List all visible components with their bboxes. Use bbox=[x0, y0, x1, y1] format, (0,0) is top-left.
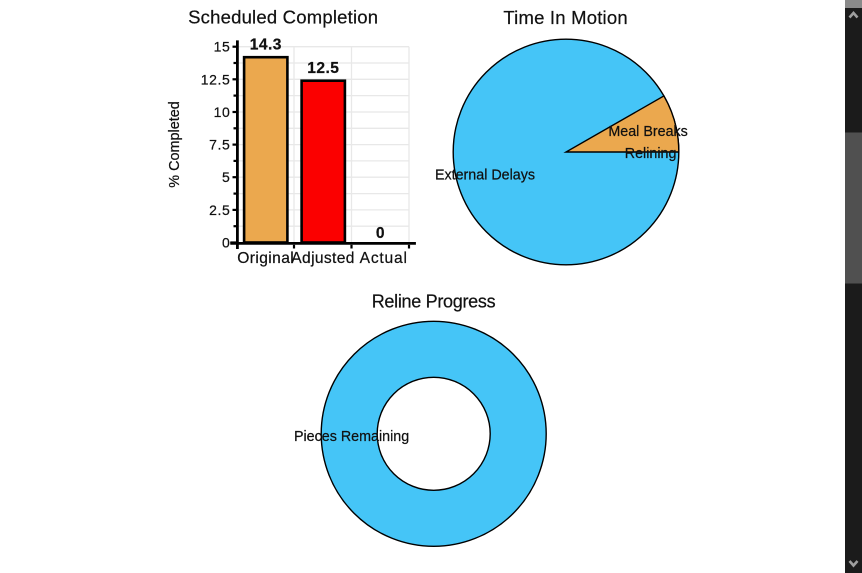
svg-text:Pieces Remaining: Pieces Remaining bbox=[294, 429, 409, 445]
svg-text:15: 15 bbox=[214, 39, 231, 55]
svg-text:Original: Original bbox=[237, 250, 294, 267]
svg-text:Reline Progress: Reline Progress bbox=[372, 292, 496, 312]
svg-text:12.5: 12.5 bbox=[201, 71, 231, 87]
svg-text:0: 0 bbox=[376, 225, 385, 242]
svg-text:Meal Breaks: Meal Breaks bbox=[608, 124, 687, 140]
svg-text:% Completed: % Completed bbox=[167, 101, 183, 187]
svg-text:Scheduled Completion: Scheduled Completion bbox=[188, 6, 378, 27]
svg-text:2.5: 2.5 bbox=[209, 202, 230, 218]
svg-text:7.5: 7.5 bbox=[209, 137, 230, 153]
svg-text:12.5: 12.5 bbox=[307, 60, 339, 77]
svg-text:External Delays: External Delays bbox=[435, 167, 535, 183]
svg-text:10: 10 bbox=[214, 104, 231, 120]
svg-text:Relining: Relining bbox=[625, 146, 677, 162]
svg-text:Time In Motion: Time In Motion bbox=[503, 7, 627, 28]
svg-text:5: 5 bbox=[222, 169, 230, 185]
svg-text:Adjusted: Adjusted bbox=[291, 250, 355, 267]
svg-text:Actual: Actual bbox=[360, 250, 408, 267]
svg-text:14.3: 14.3 bbox=[250, 37, 282, 54]
svg-text:0: 0 bbox=[222, 235, 230, 251]
